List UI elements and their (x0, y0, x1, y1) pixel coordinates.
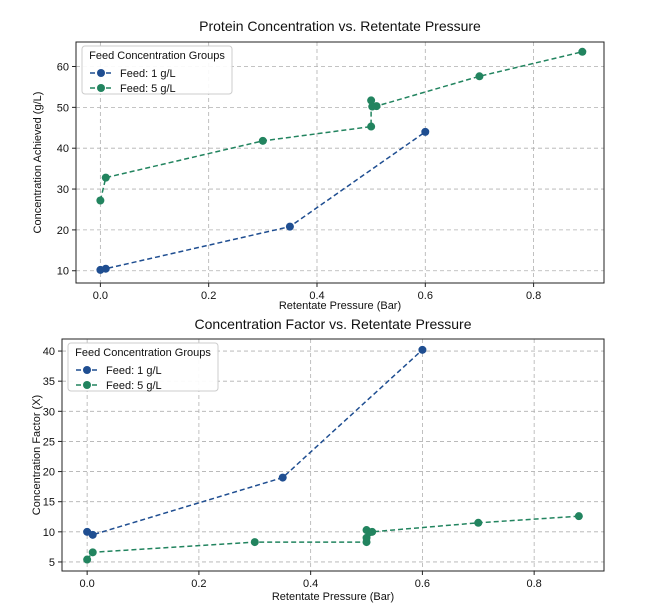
x-axis-label: Retentate Pressure (Bar) (279, 300, 401, 312)
chart-1: Protein Concentration vs. Retentate Pres… (32, 18, 605, 312)
series-2 (96, 47, 587, 205)
data-point (258, 136, 267, 145)
chart-title: Protein Concentration vs. Retentate Pres… (199, 18, 481, 34)
y-axis-label: Concentration Factor (X) (31, 395, 43, 515)
x-axis-label: Retentate Pressure (Bar) (272, 591, 394, 603)
data-point (96, 196, 105, 205)
legend-box (81, 45, 233, 95)
chart-2: Concentration Factor vs. Retentate Press… (31, 316, 605, 603)
y-tick-label: 35 (43, 376, 55, 388)
data-point (421, 127, 430, 136)
x-tick-label: 0.8 (527, 578, 542, 590)
plot-frame (61, 338, 605, 572)
series-1 (83, 345, 427, 539)
data-point (83, 555, 92, 564)
x-tick-label: 0.0 (79, 578, 94, 590)
chart-title: Concentration Factor vs. Retentate Press… (194, 316, 471, 332)
data-point (101, 264, 110, 273)
legend-marker (83, 366, 91, 374)
data-point (278, 473, 287, 482)
legend-label: Feed: 5 g/L (106, 380, 162, 392)
data-point (474, 518, 483, 527)
legend-box (67, 342, 219, 392)
data-point (368, 527, 377, 536)
data-point (578, 47, 587, 56)
x-tick-label: 0.0 (93, 290, 108, 302)
y-tick-label: 40 (43, 346, 55, 358)
y-axis-label: Concentration Achieved (g/L) (32, 92, 44, 234)
y-tick-label: 40 (57, 143, 69, 155)
y-tick-label: 10 (57, 266, 69, 278)
y-tick-label: 20 (43, 467, 55, 479)
y-tick-label: 25 (43, 436, 55, 448)
y-tick-label: 30 (57, 184, 69, 196)
y-tick-label: 60 (57, 62, 69, 74)
data-point (285, 222, 294, 231)
legend-label: Feed: 5 g/L (120, 83, 176, 95)
x-tick-label: 0.4 (309, 290, 324, 302)
data-point (101, 173, 110, 182)
x-tick-label: 0.4 (303, 578, 318, 590)
legend-marker (83, 381, 91, 389)
data-point (88, 530, 97, 539)
x-tick-label: 0.6 (415, 578, 430, 590)
y-tick-label: 50 (57, 102, 69, 114)
x-tick-label: 0.6 (418, 290, 433, 302)
x-tick-label: 0.8 (526, 290, 541, 302)
y-tick-label: 10 (43, 527, 55, 539)
data-point (367, 96, 376, 105)
data-point (418, 345, 427, 354)
legend-label: Feed: 1 g/L (106, 365, 162, 377)
data-point (88, 548, 97, 557)
x-tick-label: 0.2 (201, 290, 216, 302)
y-tick-label: 30 (43, 406, 55, 418)
x-tick-label: 0.2 (191, 578, 206, 590)
legend: Feed Concentration Groups Feed: 1 g/L Feed… (67, 342, 219, 392)
series-1 (96, 127, 430, 274)
data-point (367, 122, 376, 131)
series-line (100, 131, 426, 271)
y-tick-label: 20 (57, 225, 69, 237)
legend-marker (97, 69, 105, 77)
series-2 (83, 512, 583, 564)
y-tick-label: 15 (43, 497, 55, 509)
legend: Feed Concentration Groups Feed: 1 g/L Feed… (81, 45, 233, 95)
legend-title: Feed Concentration Groups (75, 347, 211, 359)
y-tick-label: 5 (49, 557, 55, 569)
plot-frame (75, 41, 605, 284)
data-point (372, 102, 381, 111)
legend-marker (97, 84, 105, 92)
legend-title: Feed Concentration Groups (89, 50, 225, 62)
series-line (86, 515, 579, 561)
data-point (250, 538, 259, 547)
data-point (475, 72, 484, 81)
legend-label: Feed: 1 g/L (120, 68, 176, 80)
data-point (574, 512, 583, 521)
